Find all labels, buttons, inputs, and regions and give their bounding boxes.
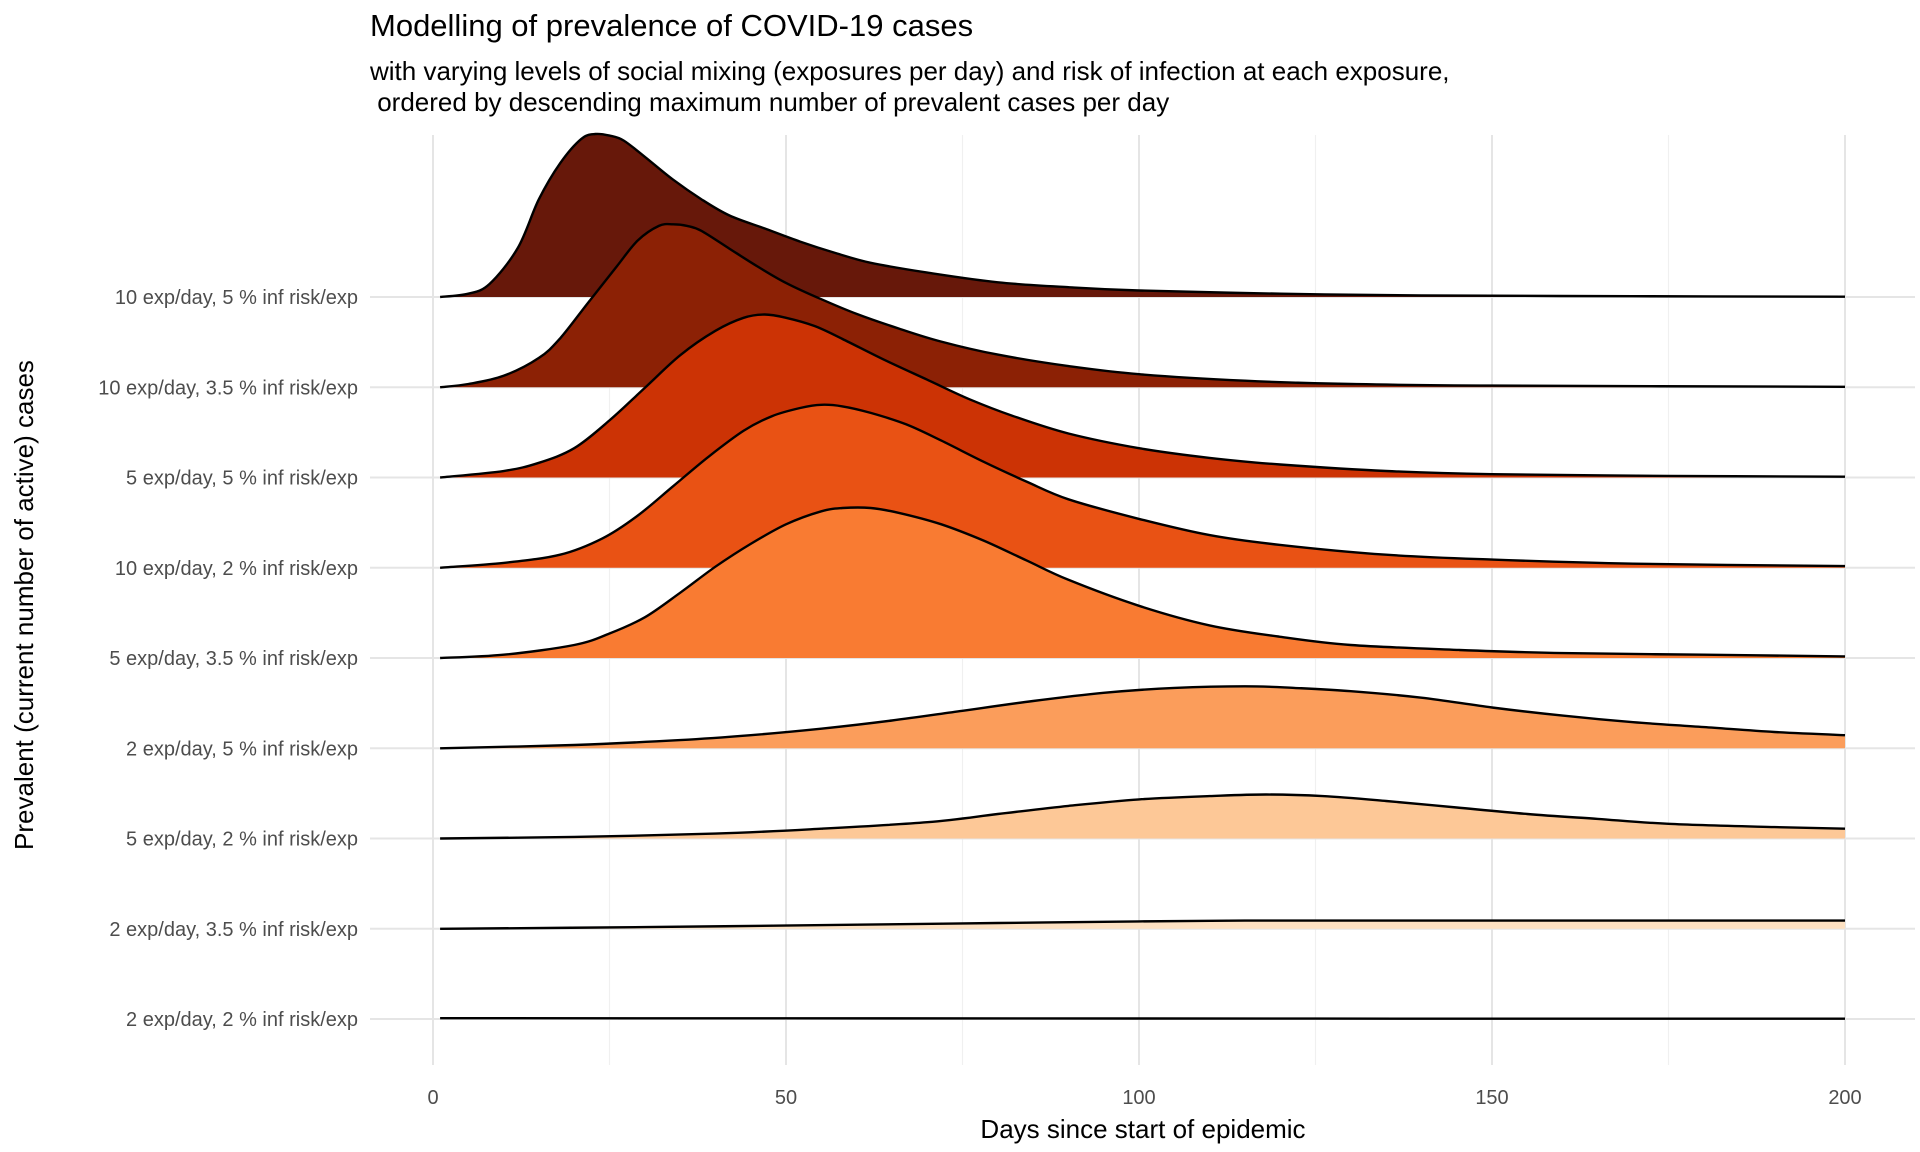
ridge-line-2-exp-day-5-inf-risk-exp <box>440 685 1846 750</box>
ridge-line-2-exp-day-3-5-inf-risk-exp <box>440 919 1845 930</box>
y-tick-label: 2 exp/day, 5 % inf risk/exp <box>126 738 358 760</box>
x-tick-label: 200 <box>1828 1087 1861 1109</box>
x-axis-title: Days since start of epidemic <box>980 1114 1305 1144</box>
ridge-area-10-exp-day-3-5-inf-risk-exp <box>440 224 1846 388</box>
ridge-area-2-exp-day-3-5-inf-risk-exp <box>440 920 1846 929</box>
ridge-area-5-exp-day-2-inf-risk-exp <box>440 794 1846 839</box>
ridge-line-10-exp-day-3-5-inf-risk-exp <box>439 222 1846 389</box>
y-tick-label: 5 exp/day, 5 % inf risk/exp <box>126 468 358 490</box>
y-tick-label: 5 exp/day, 2 % inf risk/exp <box>126 829 358 851</box>
ridge-area-2-exp-day-5-inf-risk-exp <box>440 686 1846 749</box>
chart-subtitle: with varying levels of social mixing (ex… <box>370 56 1450 117</box>
y-tick-label: 10 exp/day, 2 % inf risk/exp <box>115 558 358 580</box>
ridge-line-10-exp-day-2-inf-risk-exp <box>439 403 1846 569</box>
y-tick-label: 10 exp/day, 5 % inf risk/exp <box>115 287 358 309</box>
ridge-line-5-exp-day-2-inf-risk-exp <box>440 793 1846 840</box>
ridge-line-2-exp-day-2-inf-risk-exp <box>440 1017 1845 1020</box>
y-tick-label: 2 exp/day, 2 % inf risk/exp <box>126 1009 358 1031</box>
y-tick-label: 2 exp/day, 3.5 % inf risk/exp <box>109 919 358 941</box>
y-tick-label: 5 exp/day, 3.5 % inf risk/exp <box>109 648 358 670</box>
ridge-line-10-exp-day-5-inf-risk-exp <box>439 132 1846 299</box>
ridge-area-5-exp-day-3-5-inf-risk-exp <box>440 507 1846 658</box>
ridge-line-5-exp-day-3-5-inf-risk-exp <box>440 506 1846 660</box>
ridge-line-5-exp-day-5-inf-risk-exp <box>439 313 1846 479</box>
chart-title: Modelling of prevalence of COVID-19 case… <box>370 8 974 43</box>
y-axis-title: Prevalent (current number of active) cas… <box>9 360 39 850</box>
x-tick-label: 150 <box>1475 1087 1508 1109</box>
x-tick-label: 100 <box>1122 1087 1155 1109</box>
x-tick-label: 0 <box>427 1087 438 1109</box>
y-tick-label: 10 exp/day, 3.5 % inf risk/exp <box>98 377 358 399</box>
x-tick-label: 50 <box>775 1087 797 1109</box>
ridge-area-10-exp-day-5-inf-risk-exp <box>440 133 1846 297</box>
